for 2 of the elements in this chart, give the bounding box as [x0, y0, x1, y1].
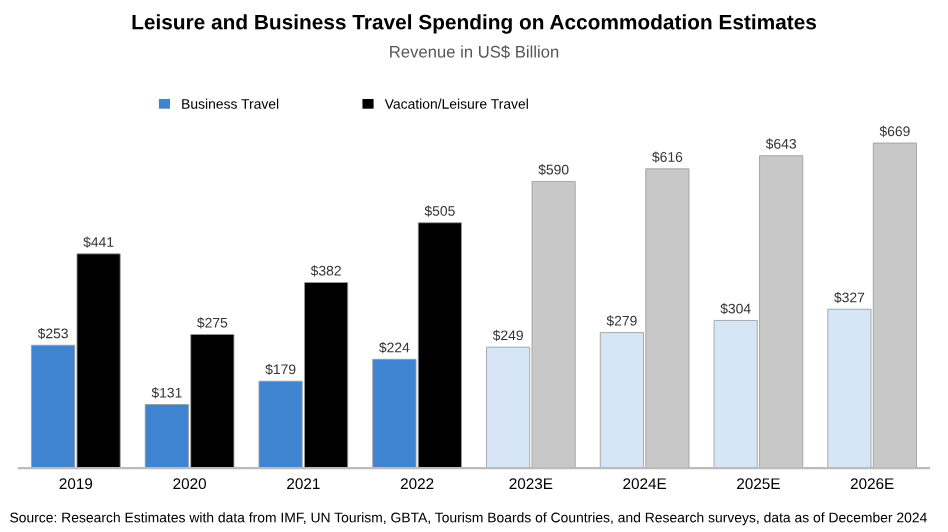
chart-title: Leisure and Business Travel Spending on Accommodation Estimates [132, 14, 817, 34]
chart-subtitle: Revenue in US$ Billion [390, 45, 559, 59]
